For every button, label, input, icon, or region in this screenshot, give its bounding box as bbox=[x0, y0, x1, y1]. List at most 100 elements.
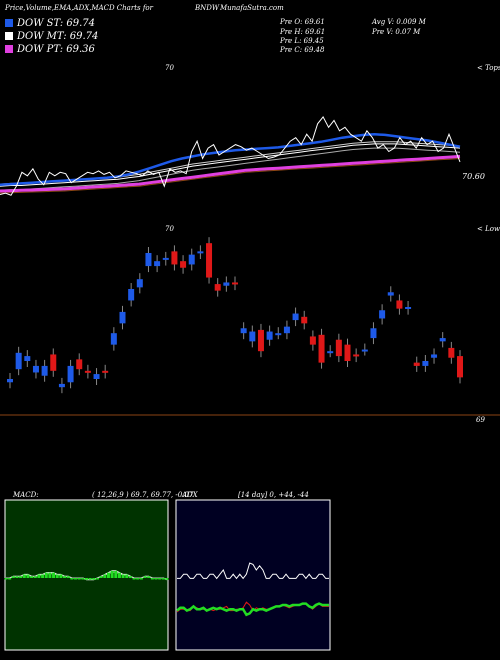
macd-histogram-bar bbox=[8, 578, 12, 580]
candle-body bbox=[301, 316, 308, 324]
candle-body bbox=[7, 379, 13, 383]
candle-bottom-label: 69 bbox=[476, 416, 485, 424]
chart-site: MunafaSutra.com bbox=[220, 4, 284, 12]
candle-body bbox=[188, 254, 195, 265]
macd-histogram-bar bbox=[4, 578, 8, 580]
adx-plus-line bbox=[177, 562, 329, 580]
candle-body bbox=[318, 334, 325, 363]
macd-histogram-bar bbox=[143, 576, 147, 578]
adx-line bbox=[176, 602, 329, 617]
legend-dow-mt: DOW MT: 69.74 bbox=[5, 31, 98, 42]
info-prev-open: Pre O: 69.61 bbox=[280, 18, 325, 26]
candle-body bbox=[283, 326, 290, 334]
macd-histogram-bar bbox=[110, 570, 114, 578]
adx-params: [14 day] 0, +44, -44 bbox=[238, 491, 309, 499]
candle-body bbox=[335, 339, 342, 357]
ema-long-shadow-line bbox=[0, 158, 461, 194]
candle-body bbox=[275, 333, 282, 336]
candle-body bbox=[15, 352, 22, 370]
candle-body bbox=[370, 328, 377, 339]
macd-histogram-bar bbox=[19, 576, 23, 578]
macd-histogram-bar bbox=[117, 572, 121, 578]
info-prev-volume: Pre V: 0.07 M bbox=[372, 28, 421, 36]
macd-histogram-bar bbox=[154, 578, 158, 580]
candle-body bbox=[448, 347, 455, 358]
candle-body bbox=[119, 311, 126, 324]
info-prev-close: Pre C: 69.48 bbox=[280, 46, 325, 54]
candle-body bbox=[257, 329, 264, 352]
macd-histogram-bar bbox=[74, 578, 78, 580]
candle-body bbox=[162, 257, 169, 260]
candle-body bbox=[353, 354, 360, 357]
candle-body bbox=[41, 365, 48, 376]
ema-long-line bbox=[0, 154, 461, 193]
candle-body bbox=[431, 354, 438, 358]
candle-body bbox=[379, 310, 386, 319]
macd-histogram-bar bbox=[165, 578, 169, 580]
macd-histogram-bar bbox=[15, 576, 19, 578]
candle-corner-label: < Lows bbox=[477, 225, 500, 233]
candle-body bbox=[32, 365, 39, 373]
macd-histogram-bar bbox=[114, 570, 118, 578]
macd-histogram-bar bbox=[48, 572, 52, 578]
candle-body bbox=[266, 331, 273, 340]
ema-corner-label: < Tops bbox=[477, 64, 500, 72]
candle-body bbox=[240, 328, 247, 334]
candle-top-label: 70 bbox=[165, 225, 174, 233]
legend-swatch-pt bbox=[5, 45, 13, 53]
macd-histogram-bar bbox=[147, 576, 151, 578]
info-avg-volume: Avg V: 0.009 M bbox=[372, 18, 426, 26]
candle-body bbox=[197, 251, 204, 254]
candle-body bbox=[171, 251, 178, 265]
info-prev-low: Pre L: 69.45 bbox=[280, 37, 324, 45]
ema-mid-line bbox=[0, 143, 461, 187]
candle-body bbox=[223, 282, 230, 286]
candle-body bbox=[206, 243, 213, 278]
macd-histogram-bar bbox=[63, 576, 67, 578]
candle-body bbox=[413, 362, 420, 366]
candle-body bbox=[145, 253, 152, 267]
macd-histogram-bar bbox=[77, 578, 81, 580]
macd-histogram-bar bbox=[70, 578, 74, 580]
legend-dow-pt: DOW PT: 69.36 bbox=[5, 44, 95, 55]
adx-panel bbox=[175, 499, 331, 651]
macd-histogram-bar bbox=[52, 572, 56, 578]
candle-body bbox=[76, 359, 83, 370]
candle-body bbox=[457, 356, 463, 378]
candle-body bbox=[309, 336, 316, 345]
candle-body bbox=[93, 374, 100, 379]
candle-body bbox=[84, 370, 91, 373]
price-line bbox=[0, 115, 461, 196]
ema-mid-shadow-line bbox=[0, 147, 461, 191]
macd-histogram-bar bbox=[37, 574, 41, 578]
macd-label: MACD: bbox=[13, 491, 39, 499]
candle-body bbox=[405, 307, 412, 309]
info-prev-high: Pre H: 69.61 bbox=[280, 28, 326, 36]
macd-histogram-bar bbox=[59, 574, 63, 578]
macd-histogram-bar bbox=[99, 576, 103, 578]
candle-body bbox=[361, 349, 368, 352]
candle-body bbox=[110, 333, 117, 345]
macd-histogram-bar bbox=[95, 578, 99, 580]
candle-body bbox=[327, 351, 334, 354]
candle-body bbox=[387, 292, 394, 296]
adx-label: ADX bbox=[182, 491, 198, 499]
candle-body bbox=[102, 370, 109, 373]
macd-histogram-bar bbox=[66, 576, 70, 578]
macd-histogram-bar bbox=[125, 574, 129, 578]
macd-histogram-bar bbox=[85, 578, 88, 580]
candle-body bbox=[128, 289, 135, 301]
macd-histogram-bar bbox=[88, 578, 92, 580]
candle-body bbox=[214, 284, 221, 291]
macd-panel bbox=[4, 499, 169, 651]
candle-body bbox=[439, 338, 446, 342]
macd-histogram-bar bbox=[136, 578, 140, 580]
macd-histogram-bar bbox=[139, 578, 143, 580]
candle-body bbox=[396, 300, 403, 309]
legend-dow-st: DOW ST: 69.74 bbox=[5, 18, 95, 29]
macd-histogram-bar bbox=[30, 576, 34, 578]
macd-histogram-bar bbox=[26, 574, 30, 578]
macd-params: ( 12,26,9 ) 69.7, 69.77, -0.07 bbox=[92, 491, 194, 499]
